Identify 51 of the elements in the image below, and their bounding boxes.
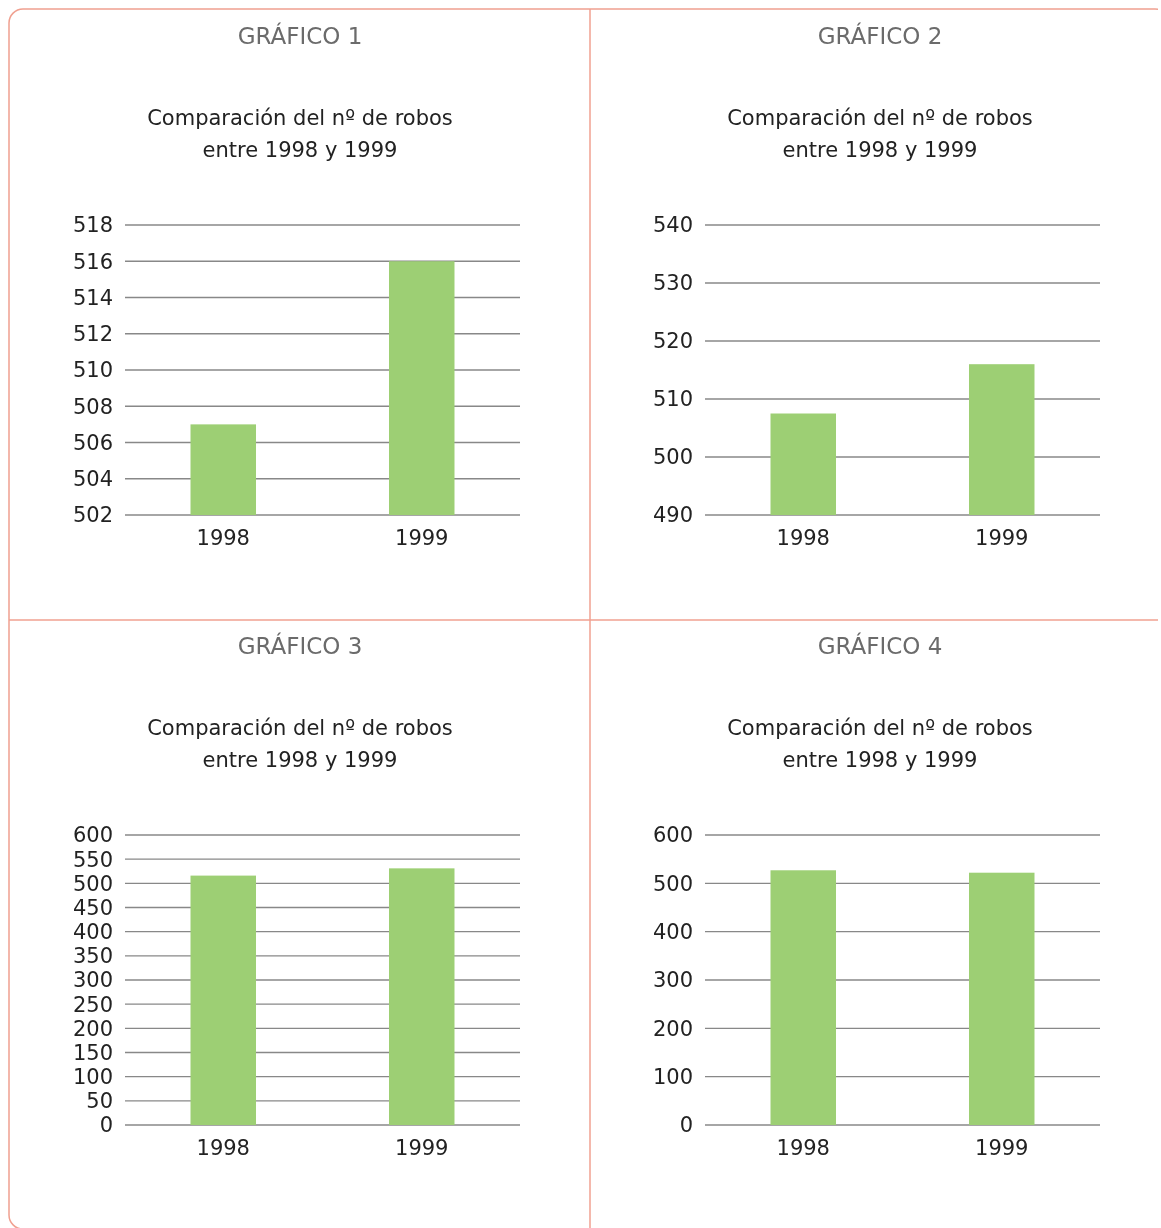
y-tick-label: 540 — [652, 213, 693, 238]
chart-title: GRÁFICO 4 — [817, 632, 943, 659]
x-tick-label: 1998 — [776, 526, 830, 550]
y-tick-label: 0 — [679, 1113, 693, 1138]
x-tick-label: 1998 — [776, 1136, 830, 1160]
y-tick-label: 300 — [72, 968, 113, 993]
y-tick-label: 500 — [72, 871, 113, 896]
y-tick-label: 514 — [72, 285, 113, 310]
y-tick-label: 516 — [72, 249, 113, 274]
x-tick-label: 1999 — [975, 1136, 1029, 1160]
y-tick-label: 50 — [86, 1089, 113, 1114]
y-tick-label: 510 — [652, 387, 693, 412]
y-tick-label: 400 — [652, 920, 693, 945]
y-tick-label: 600 — [652, 823, 693, 848]
chart-subtitle: Comparación del nº de robos entre 1998 y 1999 — [147, 716, 453, 772]
y-tick-label: 100 — [652, 1065, 693, 1090]
chart-title: GRÁFICO 1 — [237, 22, 363, 49]
chart-subtitle: Comparación del nº de robos entre 1998 y 1999 — [727, 716, 1033, 772]
chart-subtitle: Comparación del nº de robos entre 1998 y 1999 — [147, 106, 453, 162]
y-tick-label: 350 — [72, 944, 113, 969]
y-tick-label: 500 — [652, 871, 693, 896]
y-tick-label: 490 — [652, 503, 693, 528]
y-tick-label: 508 — [72, 394, 113, 419]
y-tick-label: 500 — [652, 445, 693, 470]
y-tick-label: 506 — [72, 430, 113, 455]
x-tick-label: 1999 — [395, 1136, 449, 1160]
y-tick-label: 600 — [72, 823, 113, 848]
y-tick-label: 530 — [652, 271, 693, 296]
chart-title: GRÁFICO 2 — [817, 22, 943, 49]
y-tick-label: 504 — [72, 467, 113, 492]
x-tick-label: 1999 — [975, 526, 1029, 550]
y-tick-label: 200 — [652, 1016, 693, 1041]
x-tick-label: 1998 — [196, 526, 250, 550]
y-tick-label: 520 — [652, 329, 693, 354]
chart-subtitle: Comparación del nº de robos entre 1998 y 1999 — [727, 106, 1033, 162]
y-tick-label: 250 — [72, 992, 113, 1017]
x-tick-label: 1998 — [196, 1136, 250, 1160]
chart-title: GRÁFICO 3 — [237, 632, 363, 659]
y-tick-label: 100 — [72, 1065, 113, 1090]
y-tick-label: 400 — [72, 920, 113, 945]
y-tick-label: 300 — [652, 968, 693, 993]
y-tick-label: 550 — [72, 847, 113, 872]
y-tick-label: 450 — [72, 895, 113, 920]
y-tick-label: 150 — [72, 1040, 113, 1065]
y-tick-label: 518 — [72, 213, 113, 238]
y-tick-label: 510 — [72, 358, 113, 383]
x-tick-label: 1999 — [395, 526, 449, 550]
y-tick-label: 502 — [72, 503, 113, 528]
y-tick-label: 512 — [72, 322, 113, 347]
y-tick-label: 0 — [99, 1113, 113, 1138]
y-tick-label: 200 — [72, 1016, 113, 1041]
